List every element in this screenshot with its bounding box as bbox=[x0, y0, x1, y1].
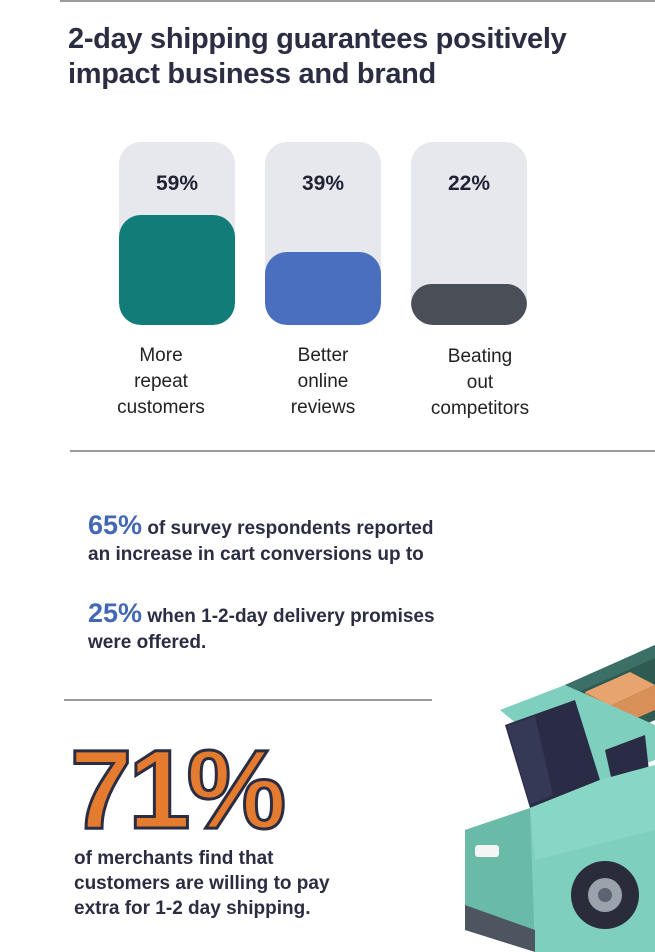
stat-delivery-line2: were offered. bbox=[88, 632, 207, 653]
stat-conversions-line2: an increase in cart conversions up to bbox=[88, 544, 424, 565]
bar-track-repeat-customers: 59% bbox=[119, 142, 235, 325]
bar-track-beating-competitors: 22% bbox=[411, 142, 527, 325]
label-line: customers bbox=[117, 397, 205, 418]
stat-merchants-line: of merchants find that bbox=[74, 848, 274, 869]
top-divider bbox=[60, 0, 655, 2]
label-line: More bbox=[139, 345, 183, 366]
stat-conversions-text: of survey respondents reported bbox=[142, 518, 434, 539]
lower-divider bbox=[64, 699, 432, 701]
label-line: online bbox=[297, 371, 349, 392]
label-line: Beating bbox=[447, 346, 513, 367]
bar-value-beating-competitors: 22% bbox=[447, 172, 491, 195]
stat-delivery: 25% when 1-2-day delivery promises were … bbox=[88, 600, 508, 656]
bar-label-repeat-customers: More repeat customers bbox=[91, 343, 231, 421]
stat-delivery-pct: 25% bbox=[88, 598, 143, 628]
bar-fill-online-reviews bbox=[265, 252, 381, 325]
bar-fill-repeat-customers bbox=[119, 215, 235, 325]
delivery-truck-icon bbox=[465, 645, 655, 952]
bar-label-beating-competitors: Beating out competitors bbox=[410, 344, 550, 422]
stat-delivery-line1: 25% when 1-2-day delivery promises bbox=[88, 600, 508, 630]
label-line: competitors bbox=[430, 398, 530, 419]
label-line: out bbox=[466, 372, 494, 393]
bar-value-online-reviews: 39% bbox=[301, 172, 345, 195]
stat-merchants-line: extra for 1-2 day shipping. bbox=[74, 898, 311, 919]
page-title: 2-day shipping guarantees positively imp… bbox=[68, 23, 567, 90]
bar-fill-beating-competitors bbox=[411, 284, 527, 325]
bar-value-repeat-customers: 59% bbox=[155, 172, 199, 195]
stat-delivery-text: when 1-2-day delivery promises bbox=[142, 606, 435, 627]
stat-merchants-text: of merchants find that customers are wil… bbox=[74, 846, 404, 921]
stat-conversions-line1: 65% of survey respondents reported bbox=[88, 512, 508, 542]
stat-merchants-pct: 71% bbox=[68, 727, 287, 852]
stat-conversions-pct: 65% bbox=[88, 510, 143, 540]
bar-track-online-reviews: 39% bbox=[265, 142, 381, 325]
label-line: Better bbox=[297, 345, 349, 366]
label-line: reviews bbox=[290, 397, 356, 418]
label-line: repeat bbox=[134, 371, 188, 392]
middle-divider bbox=[70, 450, 655, 452]
stat-conversions: 65% of survey respondents reported an in… bbox=[88, 512, 508, 568]
stat-merchants-line: customers are willing to pay bbox=[74, 873, 330, 894]
bar-label-online-reviews: Better online reviews bbox=[253, 343, 393, 421]
